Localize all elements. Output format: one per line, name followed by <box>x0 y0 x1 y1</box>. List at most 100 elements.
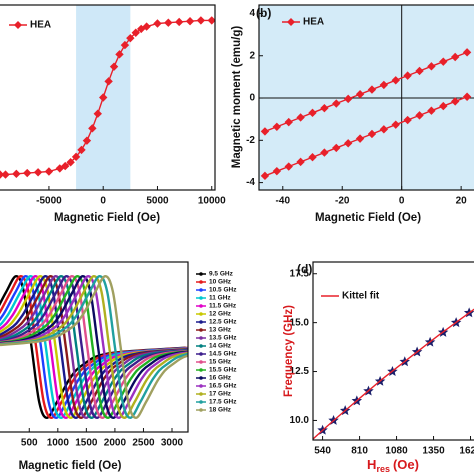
x-tick-label: 1000 <box>47 438 70 449</box>
diamond-marker <box>82 136 92 145</box>
x-tick-label: 1620 <box>459 446 474 457</box>
legend-marker <box>199 320 203 324</box>
legend-marker <box>199 392 203 396</box>
diamond-marker <box>12 169 21 179</box>
legend-label: 12 GHz <box>209 311 232 318</box>
diamond-marker <box>284 117 293 127</box>
legend-marker <box>199 368 203 372</box>
x-axis-label: Magnetic field (Oe) <box>19 460 122 472</box>
diamond-marker <box>196 16 206 25</box>
plot-background <box>259 5 474 190</box>
x-axis-label-main: H <box>367 457 376 472</box>
diamond-marker <box>450 52 460 62</box>
diamond-marker <box>77 145 86 155</box>
series-line <box>0 274 188 420</box>
x-axis-label-unit: (Oe) <box>393 457 419 472</box>
legend-label: 9.5 GHz <box>209 271 234 278</box>
legend-label: 12.5 GHz <box>209 319 237 326</box>
legend-label: 17.5 GHz <box>209 399 237 406</box>
diamond-marker <box>71 152 81 162</box>
diamond-marker <box>23 168 32 178</box>
y-tick-label: 17.5 <box>290 268 310 279</box>
y-tick-label: 12.5 <box>290 366 310 377</box>
diamond-marker <box>415 66 424 76</box>
legend-label: Kittel fit <box>342 291 380 302</box>
plot-frame <box>312 261 474 441</box>
diamond-marker <box>403 115 412 125</box>
diamond-marker <box>332 143 341 153</box>
plot-area <box>260 48 472 181</box>
x-tick-label: 5000 <box>146 196 169 207</box>
diamond-marker <box>332 99 341 108</box>
diamond-marker <box>367 85 377 94</box>
legend-marker <box>199 360 203 364</box>
series-line <box>0 274 188 420</box>
legend-marker <box>199 408 203 412</box>
series-line <box>0 274 188 420</box>
x-tick-label: 20 <box>456 196 468 207</box>
legend-marker <box>14 21 22 29</box>
x-tick-label: 2000 <box>104 438 127 449</box>
diamond-marker <box>355 90 365 99</box>
legend-marker <box>287 18 295 26</box>
y-tick-label: 10.0 <box>290 415 310 426</box>
legend-marker <box>199 376 203 380</box>
diamond-marker <box>126 33 135 43</box>
series-line <box>0 274 188 420</box>
diamond-marker <box>320 103 329 113</box>
diamond-marker <box>207 16 215 25</box>
diamond-marker <box>391 120 400 129</box>
x-tick-label: -40 <box>276 196 291 207</box>
panel-label: (d) <box>297 262 312 276</box>
x-axis-label-sub: res <box>376 464 390 474</box>
panel: 540 810 1080 1350 1620 10.0 12.5 15.0 17.5 Kittel… <box>283 261 474 474</box>
y-axis-label: Magnetic moment (emu/g) <box>231 26 243 169</box>
x-tick-label: 0 <box>100 196 106 207</box>
legend-label: 10 GHz <box>209 279 232 286</box>
diamond-marker <box>367 129 377 139</box>
diamond-marker <box>439 57 448 66</box>
legend-label: 17 GHz <box>209 391 232 398</box>
y-tick-label: 0 <box>249 93 255 104</box>
diamond-marker <box>174 17 184 27</box>
y-tick-label: 4 <box>249 8 255 19</box>
legend-label: HEA <box>30 20 51 31</box>
legend-label: 14 GHz <box>209 343 232 350</box>
series-line <box>0 274 188 420</box>
diamond-marker <box>379 80 389 90</box>
x-axis-label: Magnetic Field (Oe) <box>315 212 421 224</box>
diamond-marker <box>99 93 108 102</box>
legend-label: 15.5 GHz <box>209 367 237 374</box>
diamond-marker <box>462 48 472 57</box>
series-line <box>0 274 188 420</box>
legend-marker <box>199 336 203 340</box>
legend-label: 13 GHz <box>209 327 232 334</box>
diamond-marker <box>93 109 102 118</box>
diamond-marker <box>320 148 329 157</box>
legend-label: 16 GHz <box>209 375 232 382</box>
diamond-marker <box>61 161 70 171</box>
diamond-marker <box>439 101 448 111</box>
plot-area <box>0 16 215 179</box>
diamond-marker <box>164 18 173 27</box>
diamond-marker <box>343 139 353 148</box>
legend-marker <box>199 352 203 356</box>
series-line <box>313 308 474 440</box>
legend-label: 15 GHz <box>209 359 232 366</box>
diamond-marker <box>296 157 305 167</box>
x-tick-label: 1080 <box>385 446 408 457</box>
plot-area <box>313 307 474 440</box>
diamond-marker <box>415 111 424 120</box>
y-tick-label: -2 <box>246 135 255 146</box>
x-tick-label: 540 <box>314 446 331 457</box>
diamond-marker <box>120 40 130 50</box>
legend-marker <box>199 296 203 300</box>
diamond-marker <box>343 94 353 104</box>
series-line <box>0 274 188 420</box>
legend-label: 11.5 GHz <box>209 303 237 310</box>
series-line <box>0 274 188 420</box>
panel-label: (b) <box>256 6 271 20</box>
diamond-marker <box>131 28 140 37</box>
diamond-marker <box>115 50 124 59</box>
